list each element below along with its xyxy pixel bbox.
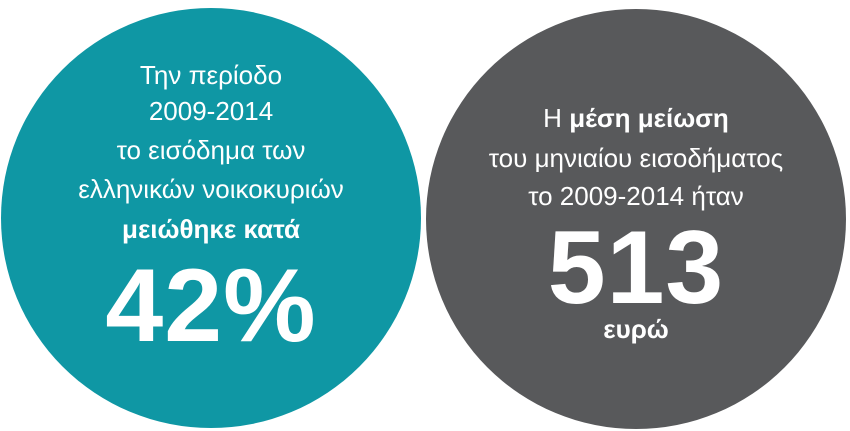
text-line: ελληνικών νοικοκυριών <box>78 174 344 204</box>
emphasis-text: μέση μείωση <box>569 103 729 133</box>
text-line: 2009-2014 <box>148 96 274 126</box>
big-figure: 42% <box>105 248 317 364</box>
intro-text: Η <box>543 103 562 133</box>
text-line: το 2009-2014 ήταν <box>528 181 744 211</box>
text-line: του μηνιαίου εισοδήματος <box>488 143 784 173</box>
text-line: Η μέση μείωση <box>426 103 846 133</box>
unit-text: ευρώ <box>603 314 669 344</box>
big-figure: 513 <box>547 210 725 326</box>
text-line: το εισόδημα των <box>116 135 306 165</box>
emphasis-text: μειώθηκε κατά <box>122 214 300 244</box>
text-line: Την περίοδο <box>139 60 283 90</box>
teal-circle: Την περίοδο 2009-2014 το εισόδημα των ελ… <box>1 8 421 428</box>
gray-circle: Η μέση μείωση του μηνιαίου εισοδήματος τ… <box>426 9 846 429</box>
